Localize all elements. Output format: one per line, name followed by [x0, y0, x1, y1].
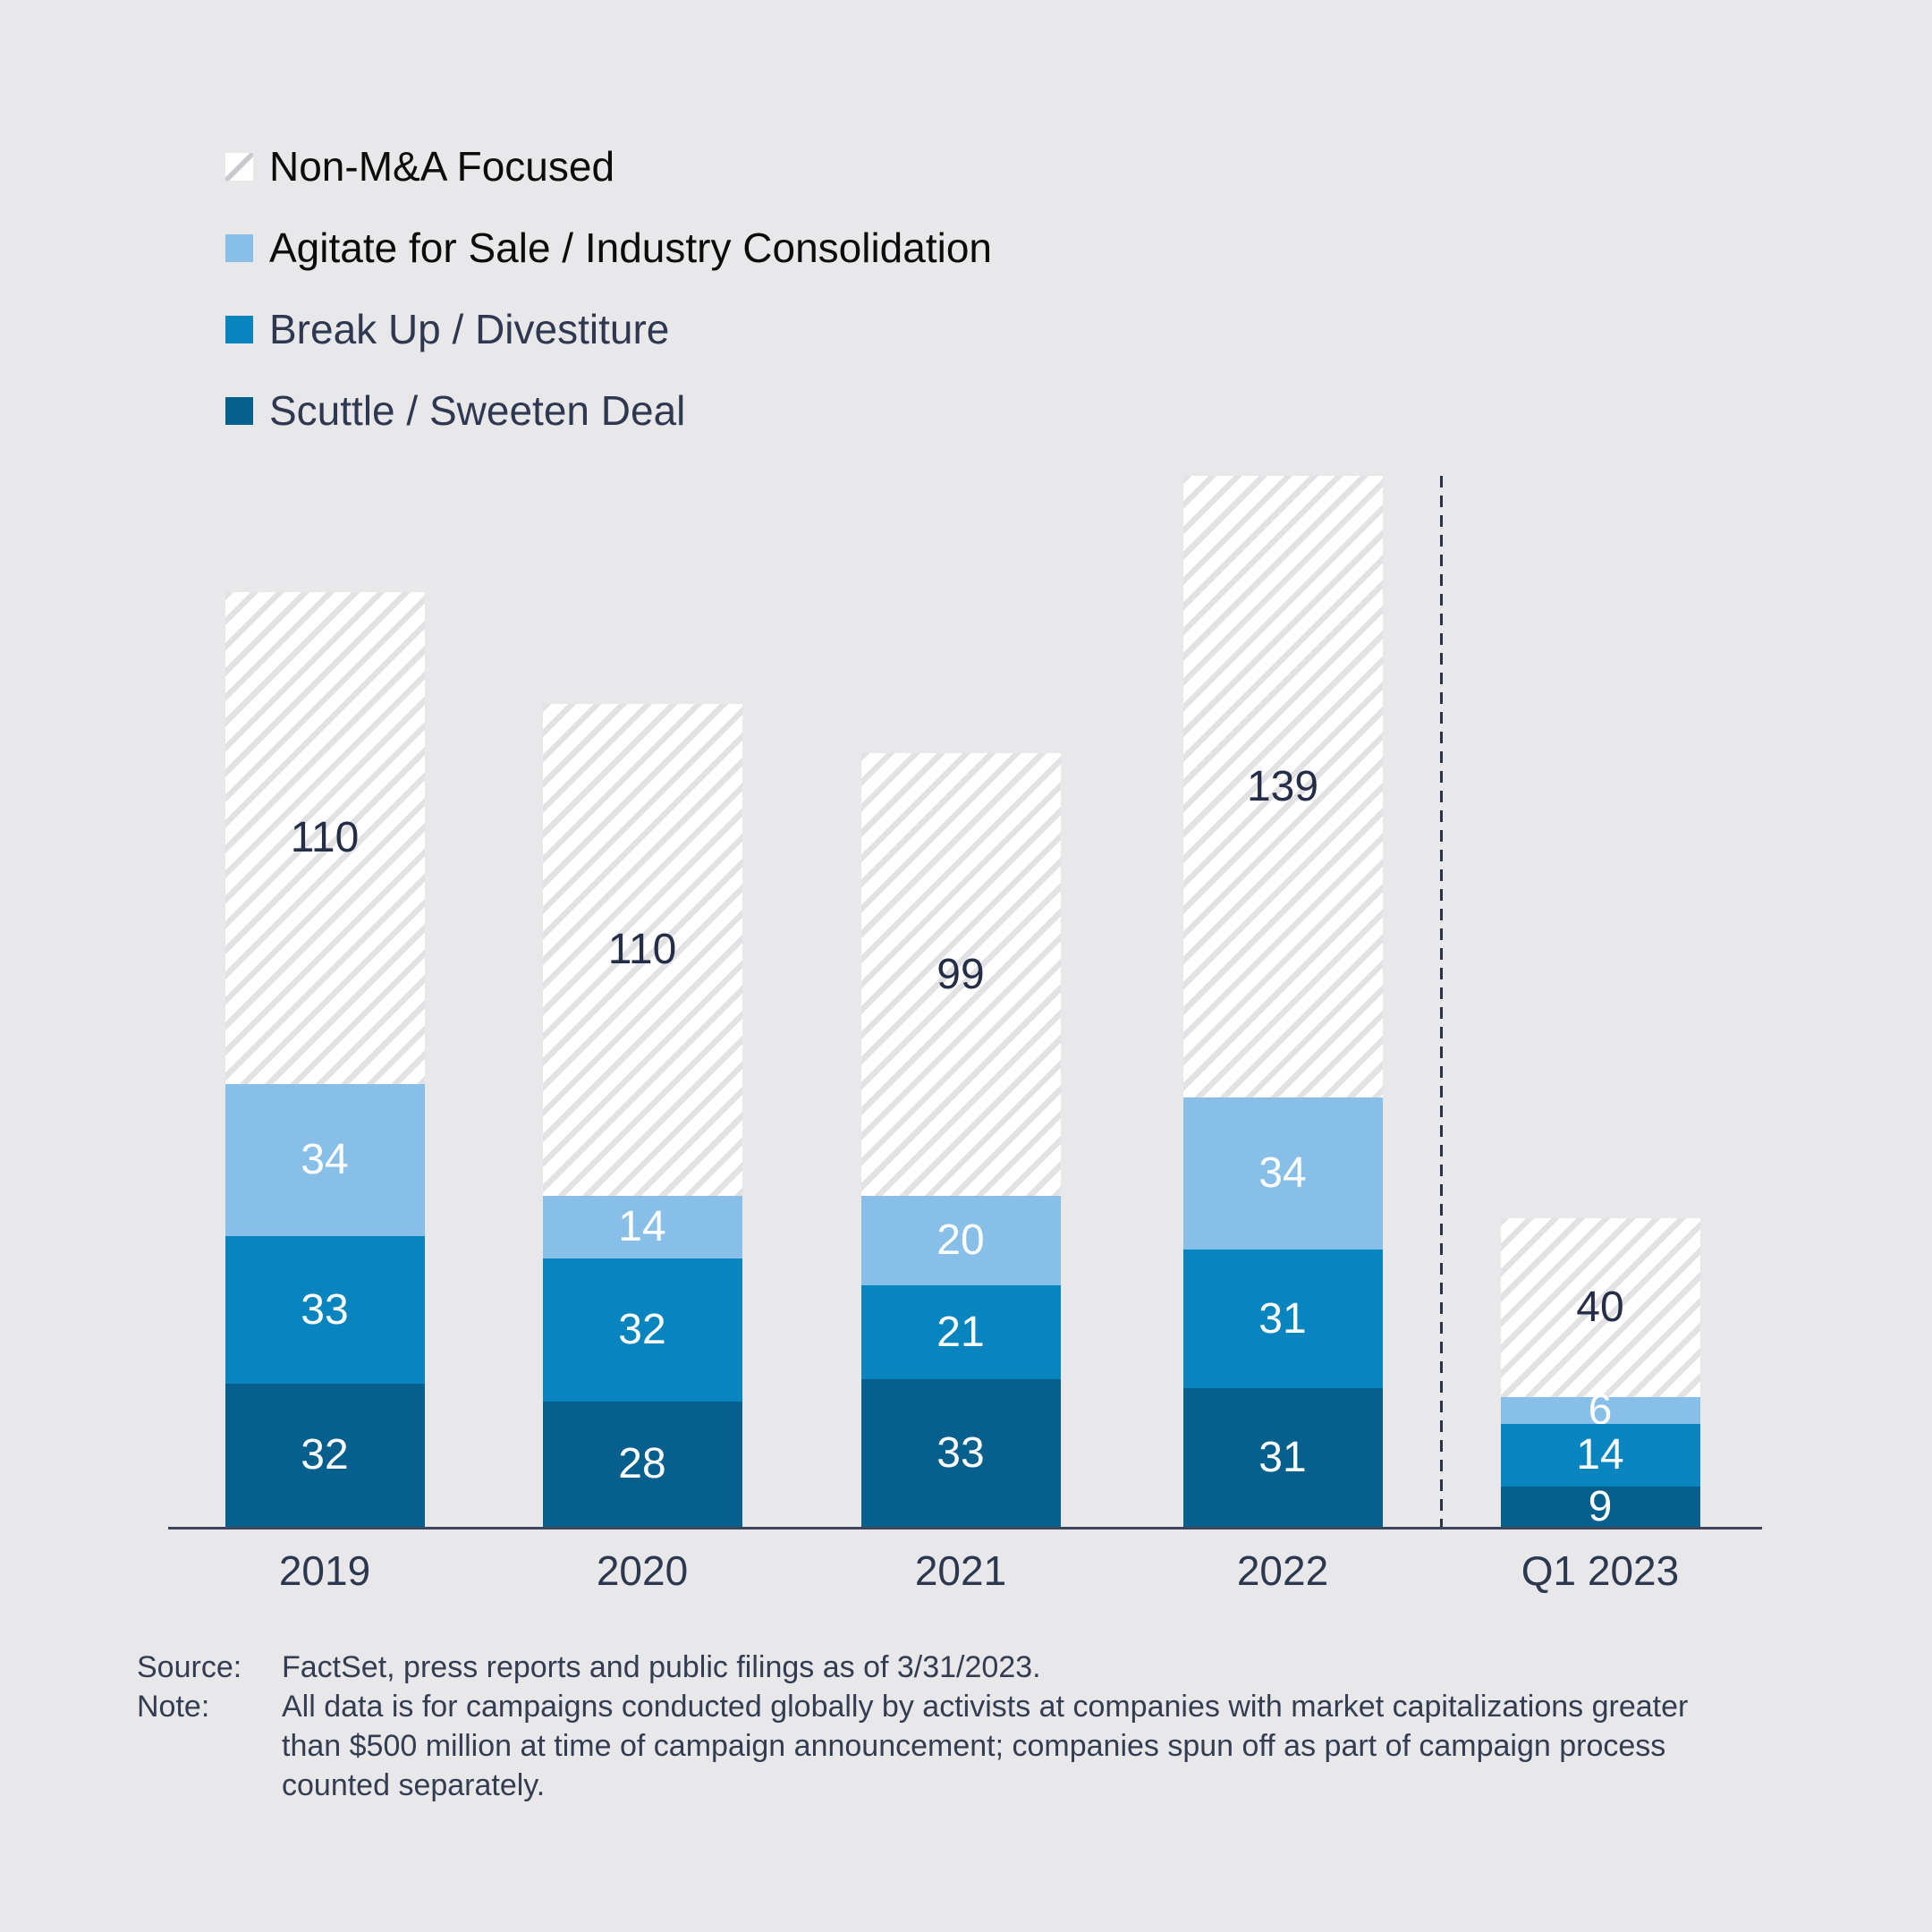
- value-label: 9: [1588, 1482, 1613, 1530]
- value-label: 21: [936, 1308, 985, 1356]
- value-label: 110: [607, 926, 677, 973]
- legend-item-non-m-a-focused: Non-M&A Focused: [225, 146, 992, 187]
- note-label: Note:: [137, 1690, 210, 1724]
- legend-label: Scuttle / Sweeten Deal: [269, 387, 686, 434]
- value-label: 31: [1258, 1433, 1307, 1481]
- legend-label: Break Up / Divestiture: [269, 306, 670, 352]
- x-axis-label-q1-2023: Q1 2023: [1521, 1547, 1680, 1594]
- note-text: All data is for campaigns conducted glob…: [282, 1687, 1688, 1805]
- value-label: 14: [618, 1203, 666, 1250]
- note-line: than $500 million at time of campaign an…: [282, 1729, 1666, 1763]
- period-separator-dashed-line: [1440, 476, 1443, 1527]
- bar-segment-agitate-for-sale-industry-consolidation: 6: [1500, 1389, 1700, 1432]
- bar-segment-non-m-a-focused: 99: [860, 753, 1061, 1196]
- bar-segment-scuttle-sweeten-deal: 28: [542, 1402, 742, 1527]
- value-label: 14: [1576, 1431, 1624, 1479]
- x-axis-label-2019: 2019: [278, 1547, 371, 1594]
- bar-group-2019: 110 34 33 32: [225, 592, 425, 1527]
- source-label: Source:: [137, 1650, 242, 1684]
- x-axis-label-2021: 2021: [914, 1547, 1007, 1594]
- value-label: 34: [301, 1136, 349, 1183]
- value-label: 40: [1576, 1284, 1624, 1331]
- note-line: All data is for campaigns conducted glob…: [282, 1690, 1689, 1724]
- bar-segment-break-up-divestiture: 21: [860, 1285, 1061, 1379]
- legend-label: Agitate for Sale / Industry Consolidatio…: [269, 225, 993, 271]
- source-text: FactSet, press reports and public filing…: [282, 1650, 1041, 1684]
- bar-group-2022: 139 34 31 31: [1182, 476, 1383, 1527]
- bar-segment-break-up-divestiture: 33: [225, 1236, 425, 1384]
- legend-item-agitate-for-sale-industry-consolidation: Agitate for Sale / Industry Consolidatio…: [225, 227, 992, 268]
- legend-swatch-scuttle-sweeten-deal: [225, 396, 253, 425]
- legend-swatch-non-m-a-focused-hatch-icon: [225, 152, 253, 181]
- legend: Non-M&A Focused Agitate for Sale / Indust…: [225, 146, 992, 471]
- legend-item-scuttle-sweeten-deal: Scuttle / Sweeten Deal: [225, 390, 992, 431]
- value-label: 33: [301, 1285, 349, 1334]
- footnote: Source: FactSet, press reports and publi…: [137, 1648, 1688, 1805]
- value-label: 33: [936, 1428, 985, 1477]
- value-label: 31: [1258, 1294, 1307, 1343]
- bar-segment-non-m-a-focused: 110: [225, 592, 425, 1084]
- bar-segment-break-up-divestiture: 14: [1500, 1424, 1700, 1487]
- bar-group-q1-2023: 40 6 14 9: [1500, 1218, 1700, 1530]
- value-label: 20: [936, 1216, 985, 1264]
- value-label: 110: [290, 814, 360, 861]
- value-label: 99: [936, 950, 985, 998]
- value-label: 34: [1258, 1149, 1307, 1197]
- bar-segment-agitate-for-sale-industry-consolidation: 34: [225, 1084, 425, 1236]
- value-label: 139: [1246, 762, 1319, 810]
- bar-segment-scuttle-sweeten-deal: 32: [225, 1384, 425, 1527]
- legend-swatch-break-up-divestiture: [225, 315, 253, 343]
- note-line: counted separately.: [282, 1768, 546, 1802]
- bar-segment-break-up-divestiture: 31: [1182, 1250, 1383, 1388]
- bar-segment-agitate-for-sale-industry-consolidation: 14: [542, 1196, 742, 1258]
- bar-segment-non-m-a-focused: 110: [542, 704, 742, 1196]
- bar-segment-non-m-a-focused: 139: [1182, 476, 1383, 1097]
- bar-segment-scuttle-sweeten-deal: 9: [1500, 1482, 1700, 1530]
- bar-group-2020: 110 14 32 28: [542, 704, 742, 1527]
- bar-group-2021: 99 20 21 33: [860, 753, 1061, 1527]
- value-label: 32: [618, 1306, 666, 1353]
- legend-label: Non-M&A Focused: [269, 143, 615, 190]
- bar-segment-agitate-for-sale-industry-consolidation: 34: [1182, 1097, 1383, 1250]
- value-label: 32: [301, 1431, 349, 1479]
- x-axis-label-2022: 2022: [1236, 1547, 1329, 1594]
- legend-swatch-agitate-for-sale-industry-consolidation: [225, 233, 253, 262]
- x-axis-label-2020: 2020: [596, 1547, 689, 1594]
- x-axis-line: [168, 1527, 1762, 1530]
- bar-segment-non-m-a-focused: 40: [1500, 1218, 1700, 1397]
- legend-item-break-up-divestiture: Break Up / Divestiture: [225, 309, 992, 350]
- bar-segment-agitate-for-sale-industry-consolidation: 20: [860, 1196, 1061, 1285]
- bar-segment-break-up-divestiture: 32: [542, 1258, 742, 1402]
- bar-segment-scuttle-sweeten-deal: 33: [860, 1379, 1061, 1527]
- value-label: 28: [618, 1440, 666, 1487]
- bar-segment-scuttle-sweeten-deal: 31: [1182, 1388, 1383, 1527]
